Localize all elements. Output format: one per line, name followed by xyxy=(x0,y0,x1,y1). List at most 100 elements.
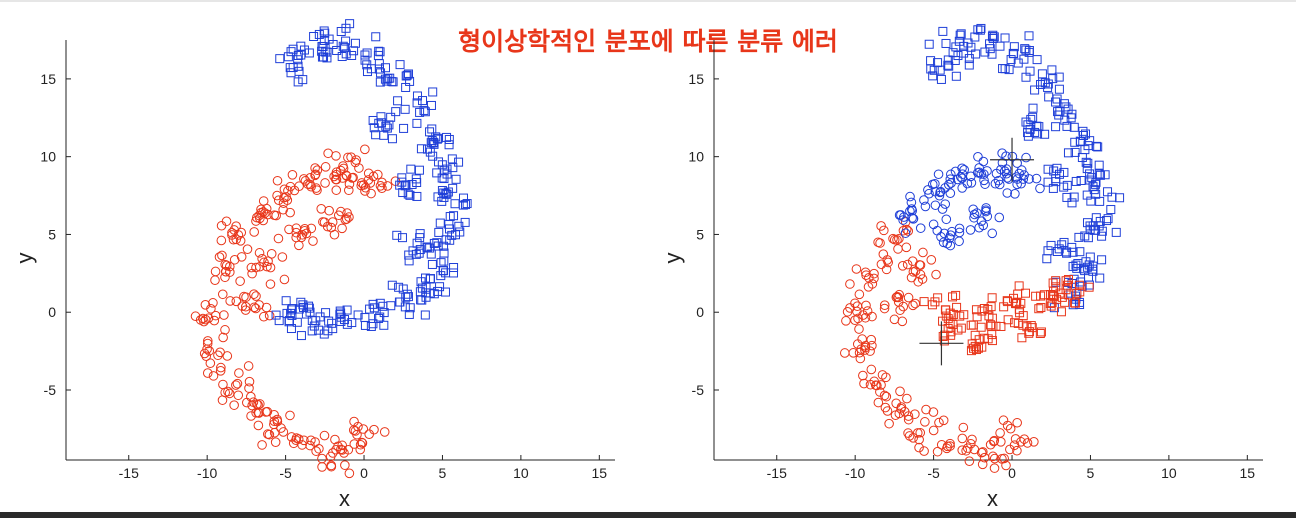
y-tick-label: 5 xyxy=(696,226,704,242)
data-point xyxy=(296,331,306,341)
data-point xyxy=(337,440,348,451)
data-point xyxy=(989,436,999,447)
data-point xyxy=(953,325,963,335)
data-point xyxy=(355,439,366,450)
data-point xyxy=(399,123,409,133)
data-point xyxy=(403,292,413,302)
data-point xyxy=(1051,122,1061,132)
data-point xyxy=(919,446,929,456)
data-point xyxy=(1038,77,1048,87)
data-point xyxy=(860,312,871,323)
data-point xyxy=(1014,281,1024,291)
data-point xyxy=(243,361,254,371)
data-point xyxy=(854,324,864,334)
data-point xyxy=(437,186,447,196)
data-point xyxy=(340,460,350,470)
data-point xyxy=(1036,79,1046,89)
data-point xyxy=(1037,69,1047,79)
data-point xyxy=(995,41,1005,51)
data-point xyxy=(895,305,905,315)
data-point xyxy=(895,386,905,397)
data-point xyxy=(371,130,381,140)
data-point xyxy=(425,127,435,137)
data-point xyxy=(217,289,228,300)
data-point xyxy=(393,96,403,106)
data-point xyxy=(440,287,450,297)
data-point xyxy=(435,218,445,228)
data-point xyxy=(1054,84,1064,94)
data-point xyxy=(319,52,329,62)
data-point xyxy=(1093,142,1103,152)
data-point xyxy=(957,433,968,444)
data-point xyxy=(979,169,989,180)
data-point xyxy=(272,175,283,186)
data-point xyxy=(317,41,327,51)
series-0 xyxy=(190,144,401,479)
data-point xyxy=(1075,136,1085,146)
data-point xyxy=(869,273,879,284)
data-point xyxy=(220,272,230,283)
data-point xyxy=(270,437,281,447)
data-point xyxy=(915,427,926,438)
data-point xyxy=(1059,99,1069,109)
data-point xyxy=(879,390,890,401)
data-point xyxy=(253,407,263,418)
data-point xyxy=(343,185,354,196)
data-point xyxy=(1000,64,1010,74)
data-point xyxy=(373,169,383,180)
data-point xyxy=(1014,168,1025,179)
series-1 xyxy=(894,148,1045,251)
data-point xyxy=(1019,170,1029,180)
data-point xyxy=(278,204,288,215)
x-tick-label: -15 xyxy=(767,465,787,481)
y-tick-label: 15 xyxy=(40,71,56,87)
x-axis-label: x xyxy=(987,486,998,511)
data-point xyxy=(195,315,206,325)
data-point xyxy=(905,191,915,202)
data-point xyxy=(317,462,327,472)
data-point xyxy=(893,244,903,254)
data-point xyxy=(928,219,939,230)
data-point xyxy=(307,326,317,336)
data-point xyxy=(236,227,247,238)
data-point xyxy=(1023,120,1033,130)
data-point xyxy=(946,330,956,340)
x-tick-label: -10 xyxy=(845,465,865,481)
data-point xyxy=(210,266,221,277)
data-point xyxy=(938,26,948,36)
data-point xyxy=(1009,49,1019,59)
data-point xyxy=(411,174,421,184)
data-point xyxy=(412,98,422,108)
data-point xyxy=(445,235,455,245)
data-point xyxy=(439,248,449,258)
data-point xyxy=(1003,315,1013,325)
data-point xyxy=(216,235,227,246)
data-point xyxy=(202,368,213,378)
data-point xyxy=(353,310,363,320)
series-3 xyxy=(919,275,1094,356)
data-point xyxy=(968,320,978,330)
data-point xyxy=(894,233,904,244)
data-point xyxy=(294,66,304,76)
data-point xyxy=(884,418,894,429)
data-point xyxy=(876,259,887,270)
data-point xyxy=(904,431,915,441)
data-point xyxy=(964,456,975,466)
data-point xyxy=(889,234,900,245)
data-point xyxy=(1048,278,1058,288)
data-point xyxy=(306,223,317,234)
data-point xyxy=(395,297,405,307)
data-point xyxy=(357,437,367,448)
data-point xyxy=(985,439,996,450)
data-point xyxy=(414,165,424,175)
data-point xyxy=(1071,260,1081,270)
data-point xyxy=(966,42,976,52)
series-2 xyxy=(924,23,1125,313)
data-point xyxy=(1021,152,1031,163)
data-point xyxy=(422,144,432,154)
data-point xyxy=(979,452,990,463)
data-point xyxy=(1049,166,1059,176)
data-point xyxy=(951,290,961,300)
data-point xyxy=(387,280,397,290)
data-point xyxy=(939,336,949,346)
